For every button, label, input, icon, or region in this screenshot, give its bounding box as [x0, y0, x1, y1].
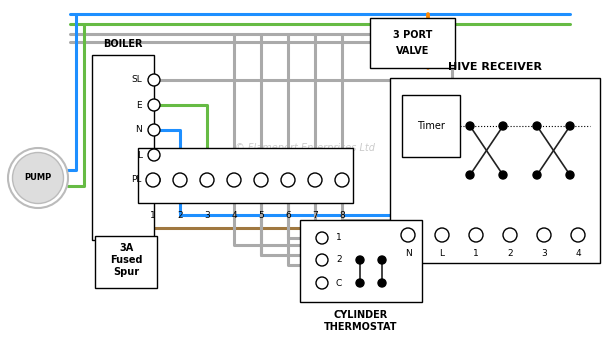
Circle shape	[378, 256, 386, 264]
Text: 1: 1	[473, 249, 479, 258]
Circle shape	[356, 279, 364, 287]
Circle shape	[254, 173, 268, 187]
Circle shape	[316, 277, 328, 289]
Text: N: N	[135, 126, 142, 134]
Text: 3A
Fused
Spur: 3A Fused Spur	[110, 243, 142, 277]
Text: 7: 7	[312, 211, 318, 220]
Bar	[95, 236, 157, 288]
Text: C: C	[336, 278, 342, 288]
Circle shape	[200, 173, 214, 187]
Circle shape	[308, 173, 322, 187]
Text: L: L	[137, 151, 142, 159]
Circle shape	[378, 279, 386, 287]
Bar	[390, 78, 600, 263]
Text: 1: 1	[150, 211, 156, 220]
Circle shape	[316, 254, 328, 266]
Circle shape	[148, 99, 160, 111]
Circle shape	[146, 173, 160, 187]
Text: 2: 2	[177, 211, 183, 220]
Text: 3: 3	[541, 249, 547, 258]
Circle shape	[466, 122, 474, 130]
Circle shape	[401, 228, 415, 242]
Circle shape	[499, 122, 507, 130]
Text: THERMOSTAT: THERMOSTAT	[325, 322, 398, 332]
Text: 6: 6	[285, 211, 291, 220]
Text: PL: PL	[132, 176, 142, 184]
Text: CYLINDER: CYLINDER	[334, 310, 388, 320]
Circle shape	[533, 171, 541, 179]
Text: BOILER: BOILER	[103, 39, 143, 49]
Circle shape	[571, 228, 585, 242]
Text: 4: 4	[231, 211, 237, 220]
Text: VALVE: VALVE	[396, 46, 429, 56]
Circle shape	[12, 152, 63, 203]
Circle shape	[537, 228, 551, 242]
Circle shape	[148, 74, 160, 86]
Circle shape	[469, 228, 483, 242]
Text: 2: 2	[507, 249, 513, 258]
Circle shape	[566, 171, 574, 179]
Text: www.flameport.com: www.flameport.com	[256, 163, 354, 173]
Circle shape	[148, 124, 160, 136]
Text: SL: SL	[131, 75, 142, 84]
Circle shape	[335, 173, 349, 187]
Text: PUMP: PUMP	[24, 174, 52, 182]
Circle shape	[435, 228, 449, 242]
Text: Timer: Timer	[417, 121, 445, 131]
Circle shape	[499, 171, 507, 179]
Circle shape	[356, 256, 364, 264]
Bar	[138, 148, 353, 203]
Text: 3: 3	[204, 211, 210, 220]
Circle shape	[503, 228, 517, 242]
Text: N: N	[404, 249, 411, 258]
Text: L: L	[439, 249, 445, 258]
Text: 4: 4	[575, 249, 581, 258]
Circle shape	[173, 173, 187, 187]
Bar	[300, 220, 422, 302]
Bar	[402, 95, 460, 157]
Text: 8: 8	[339, 211, 345, 220]
Bar	[370, 18, 455, 68]
Text: 5: 5	[258, 211, 264, 220]
Text: © Flameport Enterprises Ltd: © Flameport Enterprises Ltd	[235, 143, 375, 153]
Text: 2: 2	[336, 256, 342, 264]
Bar	[92, 55, 154, 240]
Circle shape	[8, 148, 68, 208]
Text: HIVE RECEIVER: HIVE RECEIVER	[448, 62, 542, 72]
Circle shape	[227, 173, 241, 187]
Circle shape	[566, 122, 574, 130]
Circle shape	[281, 173, 295, 187]
Text: 1: 1	[336, 233, 342, 243]
Circle shape	[466, 171, 474, 179]
Circle shape	[148, 149, 160, 161]
Circle shape	[533, 122, 541, 130]
Circle shape	[316, 232, 328, 244]
Circle shape	[148, 174, 160, 186]
Text: 3 PORT: 3 PORT	[393, 30, 432, 40]
Text: E: E	[137, 101, 142, 109]
